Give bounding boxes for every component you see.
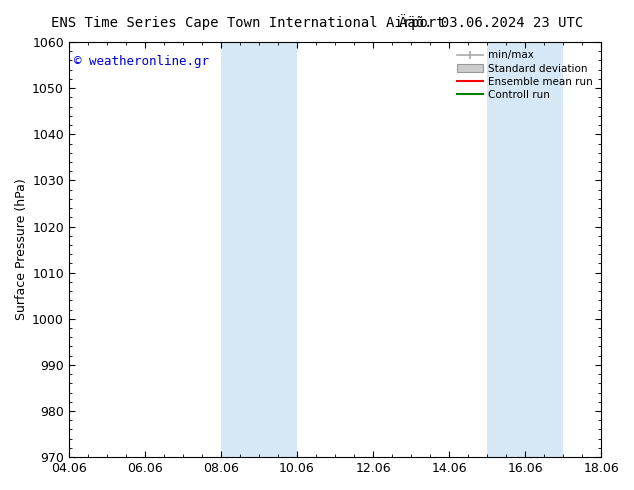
Text: Ääõ. 03.06.2024 23 UTC: Ääõ. 03.06.2024 23 UTC [399, 16, 583, 30]
Legend: min/max, Standard deviation, Ensemble mean run, Controll run: min/max, Standard deviation, Ensemble me… [454, 47, 596, 103]
Y-axis label: Surface Pressure (hPa): Surface Pressure (hPa) [15, 179, 28, 320]
Bar [221, 42, 297, 457]
Text: © weatheronline.gr: © weatheronline.gr [74, 54, 209, 68]
Text: ENS Time Series Cape Town International Airport: ENS Time Series Cape Town International … [51, 16, 444, 30]
Bar [487, 42, 563, 457]
